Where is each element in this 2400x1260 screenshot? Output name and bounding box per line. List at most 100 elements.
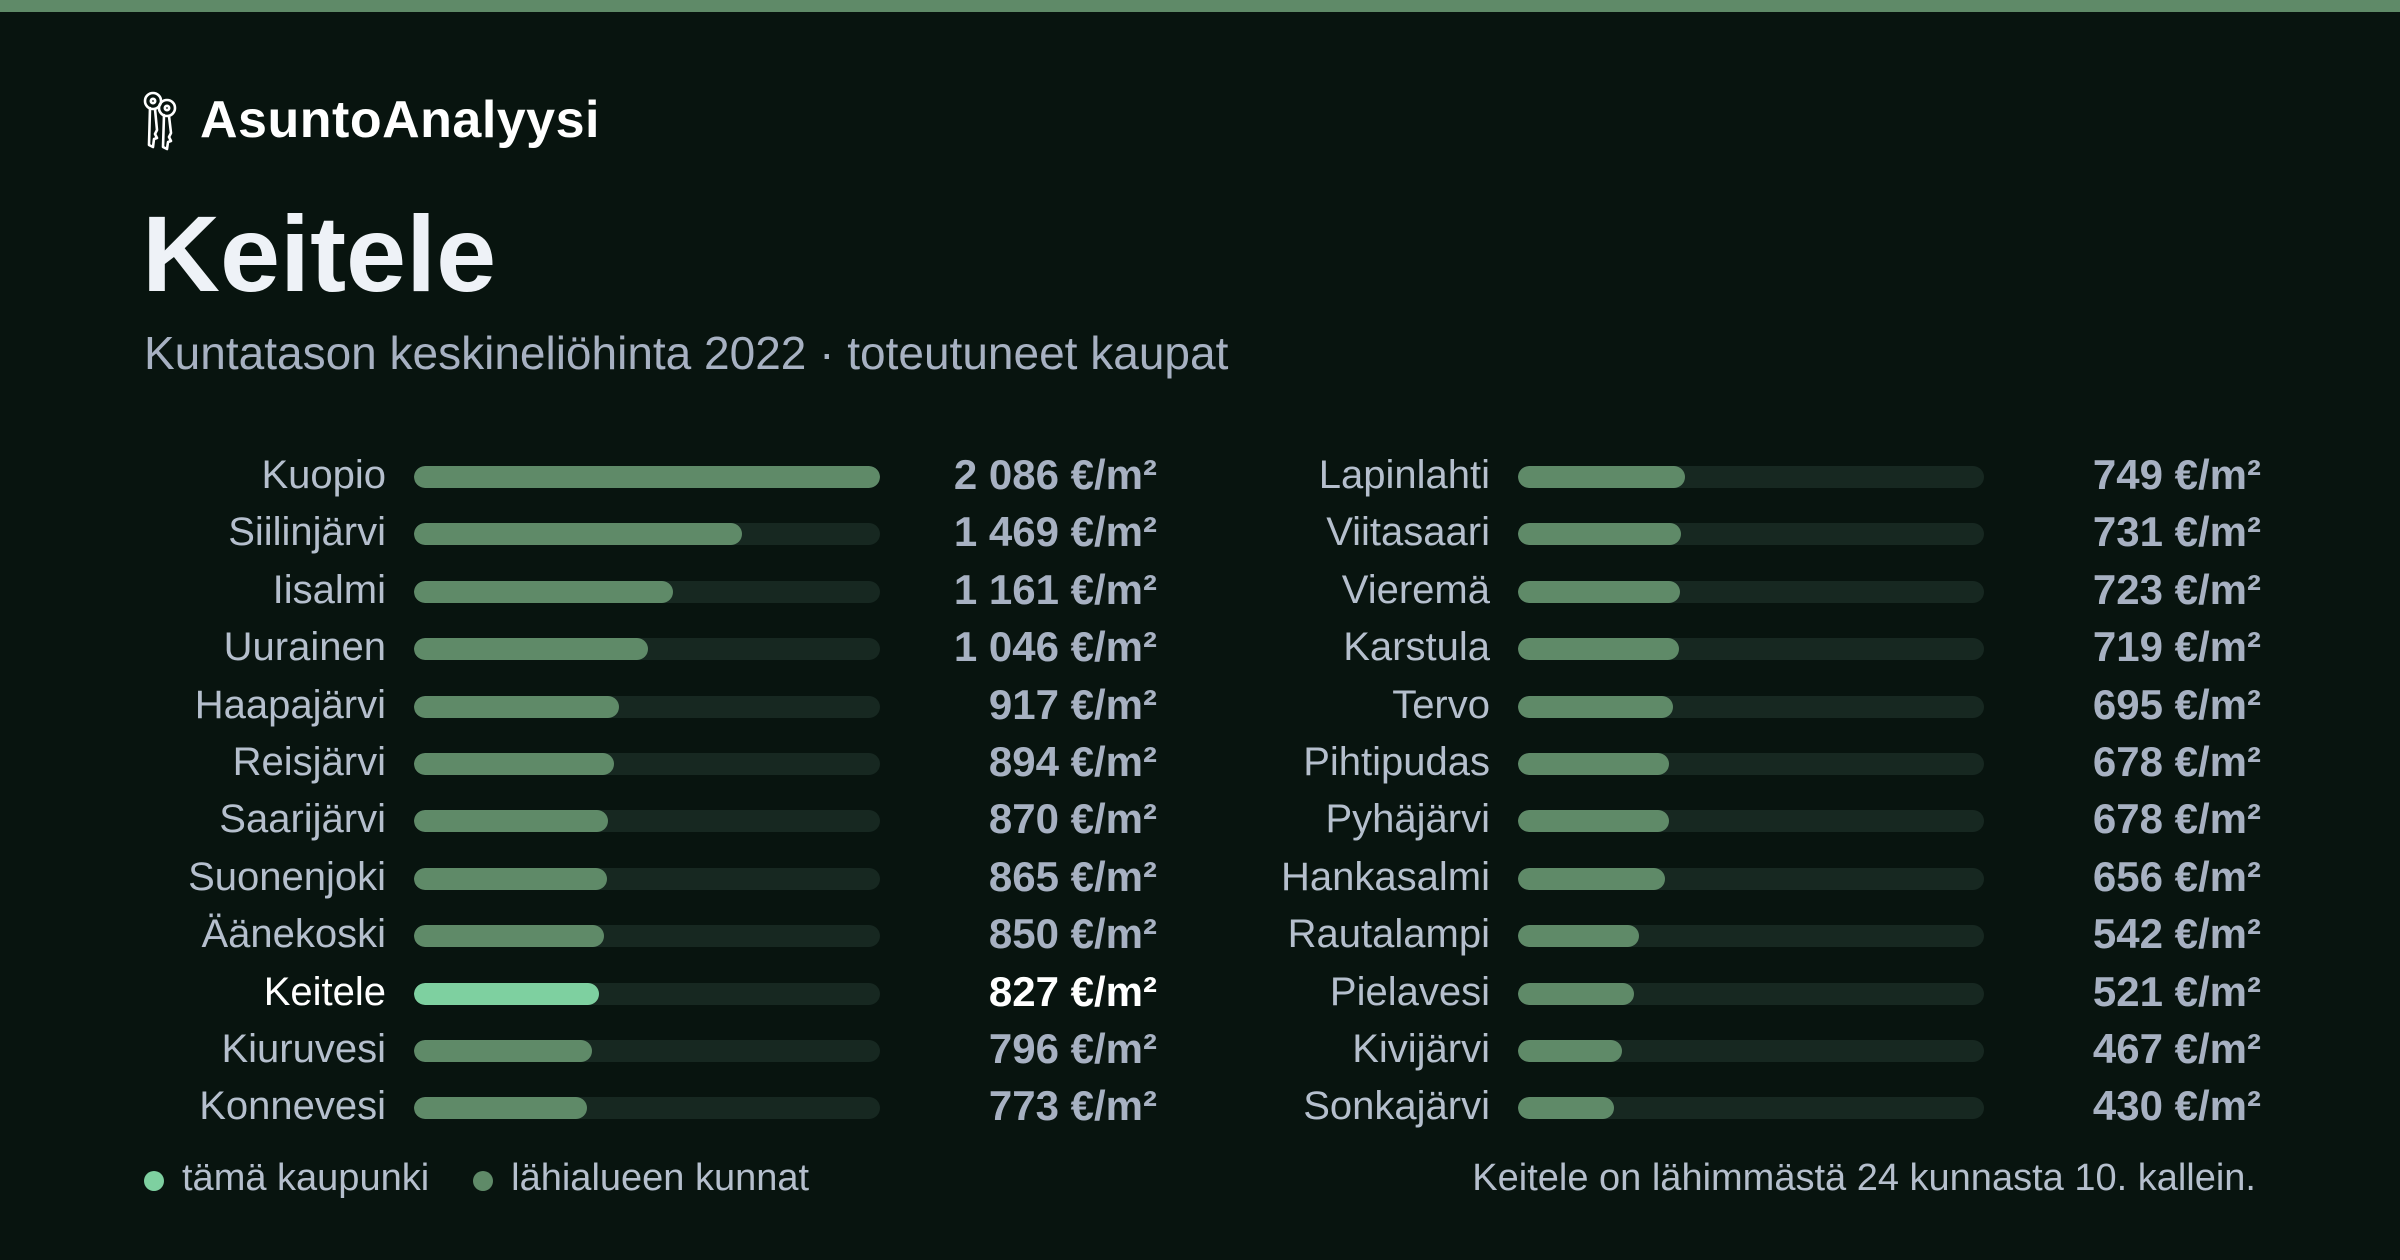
bar-value-label: 796 €/m² xyxy=(988,1025,1157,1072)
bar-label: Karstula xyxy=(1343,625,1490,669)
bar-value-label: 521 €/m² xyxy=(2092,968,2261,1015)
bar xyxy=(1518,581,1680,603)
bar-track xyxy=(414,466,880,488)
bar-label: Kivijärvi xyxy=(1352,1027,1490,1071)
bar xyxy=(414,466,880,488)
bar-value-label: 656 €/m² xyxy=(2092,853,2261,900)
bar xyxy=(1518,1097,1615,1119)
bar-label: Viitasaari xyxy=(1326,510,1490,554)
bar-label: Pielavesi xyxy=(1329,970,1490,1014)
bar-label: Keitele xyxy=(263,970,386,1014)
bar-value-label: 2 086 €/m² xyxy=(953,451,1157,498)
bar-label: Pyhäjärvi xyxy=(1325,797,1490,841)
bar xyxy=(1518,810,1670,832)
bar-track xyxy=(414,523,880,545)
bar-track xyxy=(1518,753,1984,775)
bar-row: Pyhäjärvi 678 €/m² xyxy=(1244,794,2261,844)
bar-value-label: 1 469 €/m² xyxy=(953,508,1157,555)
bar-track xyxy=(414,925,880,947)
bar-row: Rautalampi 542 €/m² xyxy=(1244,909,2261,959)
bar-row: Keitele 827 €/m² xyxy=(140,967,1157,1017)
bar-track xyxy=(414,1040,880,1062)
bar-value-label: 870 €/m² xyxy=(988,795,1157,842)
bar xyxy=(414,925,604,947)
bar-row: Sonkajärvi 430 €/m² xyxy=(1244,1081,2261,1131)
bar-label: Saarijärvi xyxy=(219,797,386,841)
bar-track xyxy=(414,696,880,718)
bar xyxy=(1518,466,1686,488)
bar-track xyxy=(1518,925,1984,947)
bar-value-label: 773 €/m² xyxy=(988,1082,1157,1129)
bar xyxy=(414,696,619,718)
bar-label: Rautalampi xyxy=(1287,912,1490,956)
bar xyxy=(1518,925,1640,947)
bar-value-label: 542 €/m² xyxy=(2092,910,2261,957)
bar-value-label: 678 €/m² xyxy=(2092,795,2261,842)
bar xyxy=(414,1097,587,1119)
bar xyxy=(1518,696,1674,718)
bar-track xyxy=(1518,696,1984,718)
bar-label: Pihtipudas xyxy=(1303,740,1490,784)
bar-label: Uurainen xyxy=(223,625,386,669)
bar xyxy=(414,523,743,545)
bar-row: Saarijärvi 870 €/m² xyxy=(140,794,1157,844)
bar xyxy=(414,581,674,603)
legend: tämä kaupunki lähialueen kunnat xyxy=(144,1150,853,1206)
bar xyxy=(1518,638,1679,660)
bar-track xyxy=(414,810,880,832)
bar-label: Siilinjärvi xyxy=(228,510,386,554)
bar-value-label: 917 €/m² xyxy=(988,681,1157,728)
bar xyxy=(414,868,608,890)
bar-value-label: 467 €/m² xyxy=(2092,1025,2261,1072)
bar-value-label: 894 €/m² xyxy=(988,738,1157,785)
bar-row: Siilinjärvi 1 469 €/m² xyxy=(140,507,1157,557)
bar-label: Vieremä xyxy=(1341,568,1490,612)
bar-track xyxy=(1518,1097,1984,1119)
page-title: Keitele xyxy=(142,193,497,314)
bar-track xyxy=(414,581,880,603)
top-accent-bar xyxy=(0,0,2400,12)
bar xyxy=(414,1040,592,1062)
legend-dot-highlight xyxy=(144,1171,164,1191)
bar-value-label: 749 €/m² xyxy=(2092,451,2261,498)
bar xyxy=(414,983,599,1005)
bar-label: Sonkajärvi xyxy=(1303,1084,1490,1128)
bar xyxy=(414,753,614,775)
bar-label: Reisjärvi xyxy=(232,740,386,784)
bar-row: Kiuruvesi 796 €/m² xyxy=(140,1024,1157,1074)
bar-track xyxy=(414,638,880,660)
bar-row: Suonenjoki 865 €/m² xyxy=(140,852,1157,902)
bar-track xyxy=(1518,638,1984,660)
bar xyxy=(1518,523,1682,545)
bar-row: Tervo 695 €/m² xyxy=(1244,680,2261,730)
bar-row: Kuopio 2 086 €/m² xyxy=(140,450,1157,500)
ranking-footnote: Keitele on lähimmästä 24 kunnasta 10. ka… xyxy=(1472,1157,2256,1199)
bar xyxy=(1518,983,1635,1005)
bar-row: Karstula 719 €/m² xyxy=(1244,622,2261,672)
bar-value-label: 731 €/m² xyxy=(2092,508,2261,555)
brand-name: AsuntoAnalyysi xyxy=(200,91,600,149)
legend-label-this-city: tämä kaupunki xyxy=(182,1156,430,1199)
bar-value-label: 723 €/m² xyxy=(2092,566,2261,613)
bar-row: Konnevesi 773 €/m² xyxy=(140,1081,1157,1131)
bar-track xyxy=(1518,523,1984,545)
bar xyxy=(414,638,648,660)
bar-value-label: 719 €/m² xyxy=(2092,623,2261,670)
bar-row: Reisjärvi 894 €/m² xyxy=(140,737,1157,787)
page-subtitle: Kuntatason keskineliöhinta 2022 · toteut… xyxy=(144,327,1229,379)
legend-item-this-city: tämä kaupunki xyxy=(144,1157,429,1200)
legend-dot-neighbors xyxy=(473,1171,494,1191)
legend-item-neighbors: lähialueen kunnat xyxy=(473,1157,809,1200)
bar-value-label: 850 €/m² xyxy=(988,910,1157,957)
bar-row: Vieremä 723 €/m² xyxy=(1244,565,2261,615)
bar-label: Lapinlahti xyxy=(1318,453,1490,497)
bar-label: Suonenjoki xyxy=(188,855,386,899)
bar-row: Pielavesi 521 €/m² xyxy=(1244,967,2261,1017)
bar-row: Lapinlahti 749 €/m² xyxy=(1244,450,2261,500)
bar-track xyxy=(414,753,880,775)
bar-label: Kuopio xyxy=(261,453,386,497)
bar-label: Haapajärvi xyxy=(194,683,386,727)
bar-track xyxy=(414,1097,880,1119)
bar-label: Tervo xyxy=(1392,683,1490,727)
